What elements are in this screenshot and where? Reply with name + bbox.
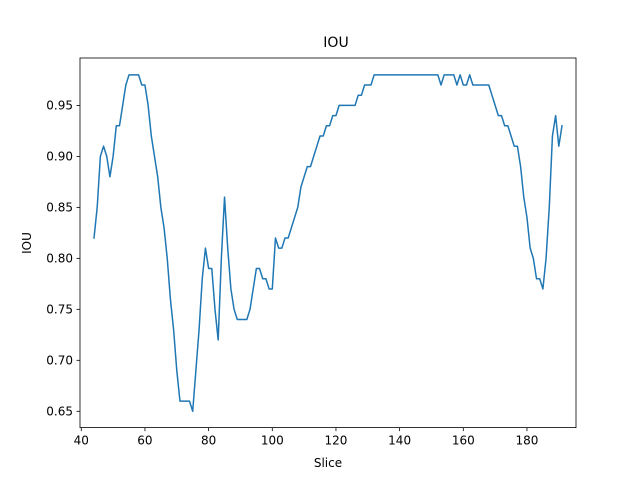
y-tick-label: 0.95	[46, 98, 73, 112]
y-tick-label: 0.85	[46, 200, 73, 214]
x-tick-label: 160	[452, 434, 475, 448]
y-tick-label: 0.65	[46, 404, 73, 418]
y-tick-label: 0.80	[46, 251, 73, 265]
x-tick-label: 120	[325, 434, 348, 448]
x-tick-label: 140	[388, 434, 411, 448]
y-axis-ticks: 0.65 0.70 0.75 0.80 0.85 0.90 0.95	[46, 98, 80, 418]
x-tick-label: 40	[74, 434, 89, 448]
y-tick-label: 0.90	[46, 149, 73, 163]
chart-title: IOU	[323, 35, 348, 51]
x-tick-label: 60	[137, 434, 152, 448]
y-tick-label: 0.70	[46, 353, 73, 367]
x-axis-title: Slice	[314, 456, 342, 470]
plot-frame	[79, 57, 577, 429]
y-tick-label: 0.75	[46, 302, 73, 316]
x-tick-label: 180	[516, 434, 539, 448]
x-tick-label: 80	[201, 434, 216, 448]
x-axis-ticks: 40 60 80 100 120 140 160 180	[74, 427, 539, 448]
y-axis-title: IOU	[20, 232, 34, 254]
iou-series-line	[93, 74, 563, 413]
x-tick-label: 100	[261, 434, 284, 448]
